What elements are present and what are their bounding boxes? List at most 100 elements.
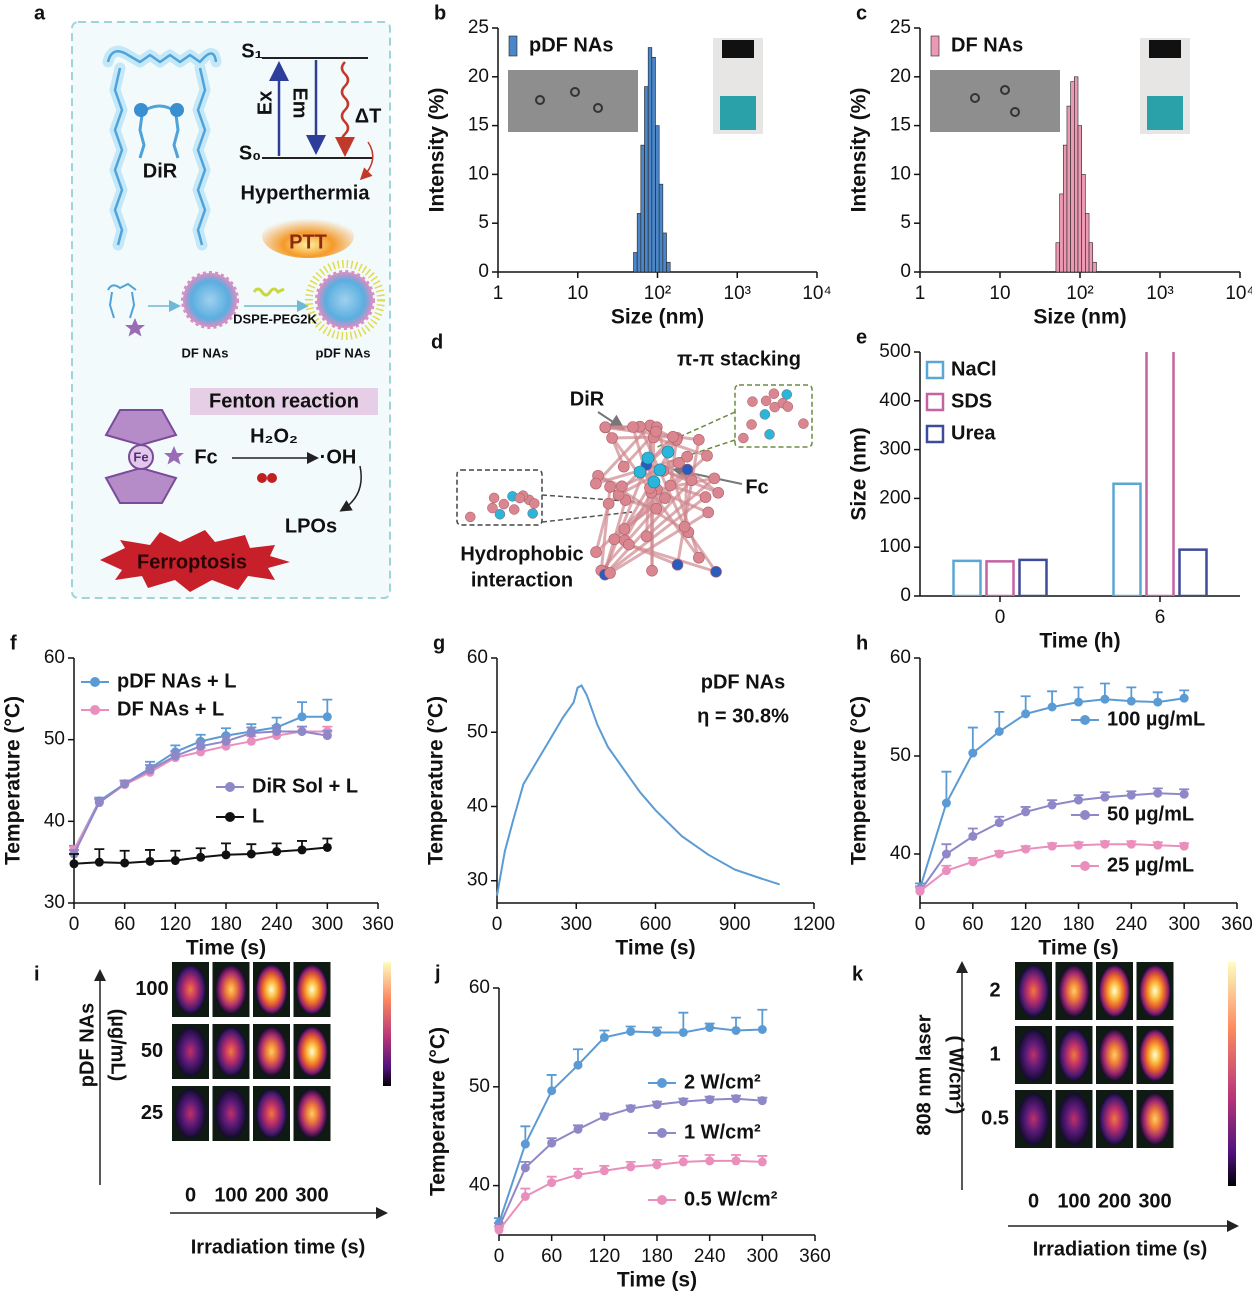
point	[941, 866, 951, 876]
histogram-bar	[1077, 125, 1082, 273]
atom	[671, 558, 684, 571]
atom	[618, 523, 631, 535]
x-tick-label: 10²	[1066, 283, 1093, 304]
point	[297, 712, 307, 722]
x-tick-label: 0	[69, 914, 80, 935]
chart-b: b 0 5 10 15 20 25 1 10 10² 10³ 10⁴ Size (nm) Intensit…	[426, 2, 832, 328]
point	[1074, 795, 1083, 805]
x-tick-label: 10⁴	[1225, 283, 1252, 304]
row-label: 100	[135, 978, 168, 1000]
column-label: 100	[1057, 1190, 1090, 1212]
x-tick-label: 60	[962, 914, 983, 935]
vial-cap	[1149, 40, 1181, 58]
panel-i: i pDF NAs (µg/mL) Irradiation time (s)	[34, 962, 391, 1258]
panel-letter: j	[434, 962, 441, 984]
dir-molecule	[106, 50, 218, 246]
x-tick-label: 10³	[1146, 283, 1173, 304]
point	[994, 727, 1004, 736]
legend-marker	[1080, 715, 1090, 725]
peg-shell	[305, 260, 385, 340]
thermal-spot	[1058, 1092, 1090, 1146]
histogram-bar	[1088, 242, 1094, 273]
x-tick-label: 10⁴	[802, 283, 831, 304]
point	[1047, 702, 1057, 712]
point	[246, 728, 256, 738]
legend-label: 1 W/cm²	[684, 1121, 761, 1143]
bar	[952, 559, 982, 596]
atom	[650, 502, 663, 515]
legend-marker	[90, 705, 100, 715]
panel-a: a DiR S₁ S₀ Ex Em ΔT Hyperthermia PTT DS…	[34, 2, 391, 599]
x-tick-label: 180	[1063, 914, 1095, 935]
label: interaction	[471, 569, 573, 591]
x-tick-label: 0	[915, 914, 926, 935]
legend-marker	[225, 782, 235, 792]
point	[520, 1163, 530, 1173]
legend-swatch	[925, 392, 945, 412]
legend-marker	[1080, 810, 1090, 820]
atom	[604, 481, 616, 493]
point	[1100, 694, 1110, 704]
point	[246, 736, 256, 746]
legend-label: 50 µg/mL	[1107, 803, 1194, 825]
x-tick-label: 6	[1155, 607, 1166, 628]
point	[1074, 840, 1083, 850]
bar	[985, 560, 1015, 596]
vial-liquid	[1147, 96, 1183, 130]
point	[120, 779, 130, 789]
point	[573, 1060, 583, 1070]
atom	[604, 567, 616, 579]
legend-label: pDF NAs	[529, 34, 613, 56]
inset-box	[734, 384, 813, 448]
column-label: 300	[295, 1184, 328, 1206]
point	[573, 1124, 583, 1134]
x-tick-label: 300	[1168, 914, 1200, 935]
legend-swatch	[925, 360, 945, 380]
particle	[570, 87, 580, 97]
row-label: 1	[989, 1043, 1000, 1065]
point	[968, 831, 978, 841]
y-tick-label: 20	[468, 66, 489, 87]
y-tick-label: 0	[900, 261, 911, 282]
x-tick-label: 360	[362, 914, 394, 935]
bond	[594, 503, 611, 553]
x-tick-label: 360	[799, 1246, 831, 1267]
label: H₂O₂	[250, 425, 298, 447]
label: Fenton reaction	[209, 390, 359, 412]
colorbar	[383, 962, 391, 1086]
column-label: 0	[185, 1184, 196, 1206]
dir-small	[107, 282, 137, 319]
point	[731, 1156, 741, 1166]
point	[1126, 696, 1136, 706]
histogram-bar	[636, 213, 642, 273]
atom	[708, 472, 721, 485]
point	[731, 1094, 741, 1104]
y-tick-label: 25	[890, 17, 911, 38]
x-tick-label: 900	[719, 914, 751, 935]
legend-label: 100 µg/mL	[1107, 708, 1205, 730]
y-tick-label: 60	[890, 647, 911, 668]
point	[272, 727, 282, 736]
point	[599, 1032, 609, 1042]
thermal-spot	[296, 1026, 328, 1077]
atom	[664, 479, 677, 492]
point	[968, 748, 978, 758]
x-axis-title: Time (s)	[617, 1269, 697, 1292]
atom	[627, 421, 639, 433]
x-axis-title: Time (h)	[1039, 630, 1120, 653]
x-tick-label: 180	[641, 1246, 673, 1267]
y-axis-title: Temperature (°C)	[427, 1027, 450, 1196]
point	[221, 850, 231, 860]
x-tick-label: 240	[261, 914, 293, 935]
flame	[262, 214, 354, 258]
atom	[782, 401, 794, 412]
row-label: 2	[989, 979, 1000, 1001]
bond	[612, 435, 674, 440]
histogram-bar	[640, 144, 645, 273]
legend-label: DiR Sol + L	[252, 775, 358, 797]
thermal-spot	[215, 1088, 247, 1139]
point	[1074, 697, 1083, 707]
thermal-spot	[215, 964, 247, 1015]
bond	[604, 495, 707, 576]
y-tick-label: 20	[890, 66, 911, 87]
